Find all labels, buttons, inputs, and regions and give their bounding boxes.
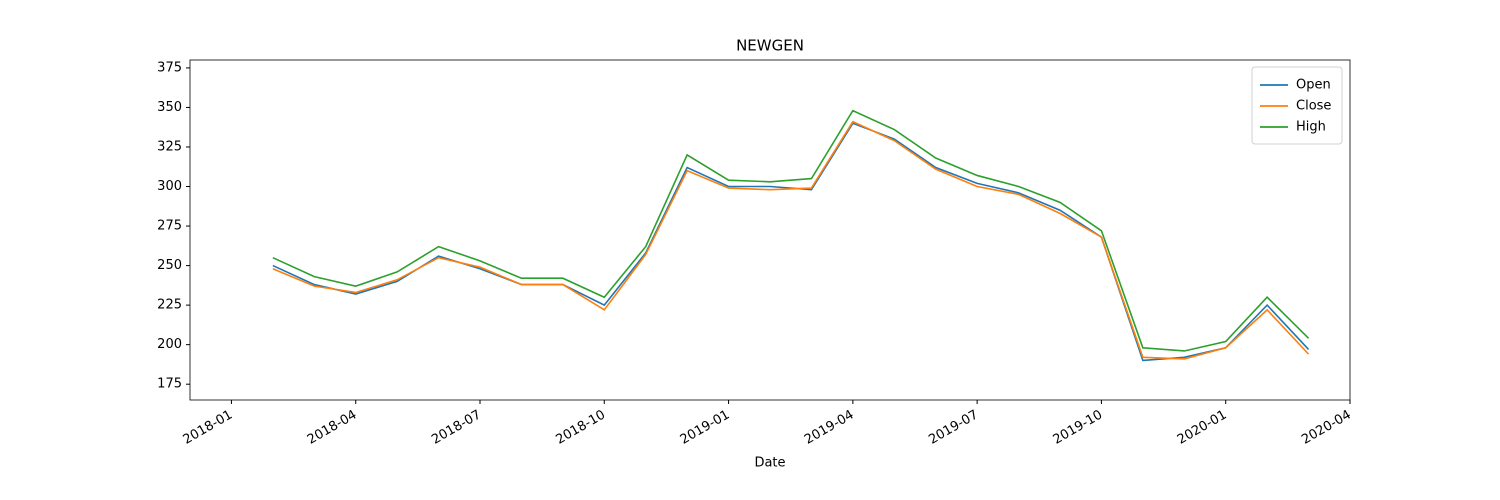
y-tick-label: 250 [157,258,182,273]
x-tick-label: 2018-10 [553,408,608,448]
x-tick-label: 2019-10 [1051,408,1106,448]
y-tick-label: 225 [157,298,182,313]
x-tick-label: 2018-07 [429,408,484,448]
legend-label: Open [1296,78,1331,93]
legend-label: High [1296,120,1326,135]
y-tick-label: 300 [157,179,182,194]
legend-box [1251,66,1343,145]
x-tick-label: 2019-01 [678,408,733,448]
y-tick-label: 325 [157,139,182,154]
line-series [272,120,1310,360]
y-tick-label: 275 [157,219,182,234]
line-series [272,122,1310,362]
x-tick-label: 2018-01 [181,408,236,448]
y-tick-label: 200 [157,337,182,352]
y-tick-label: 350 [157,100,182,115]
x-tick-label: 2019-04 [802,408,857,448]
x-tick-label: 2018-04 [305,408,360,448]
legend-label: Close [1296,99,1331,114]
y-tick-label: 175 [157,377,182,392]
x-tick-label: 2019-07 [926,408,981,448]
x-tick-label: 2020-04 [1299,408,1354,448]
x-axis-label: Date [754,456,785,471]
chart-title: NEWGEN [736,37,804,55]
line-series [272,109,1310,352]
y-tick-label: 375 [157,60,182,75]
plot-frame [189,59,1351,401]
x-tick-label: 2020-01 [1175,408,1230,448]
